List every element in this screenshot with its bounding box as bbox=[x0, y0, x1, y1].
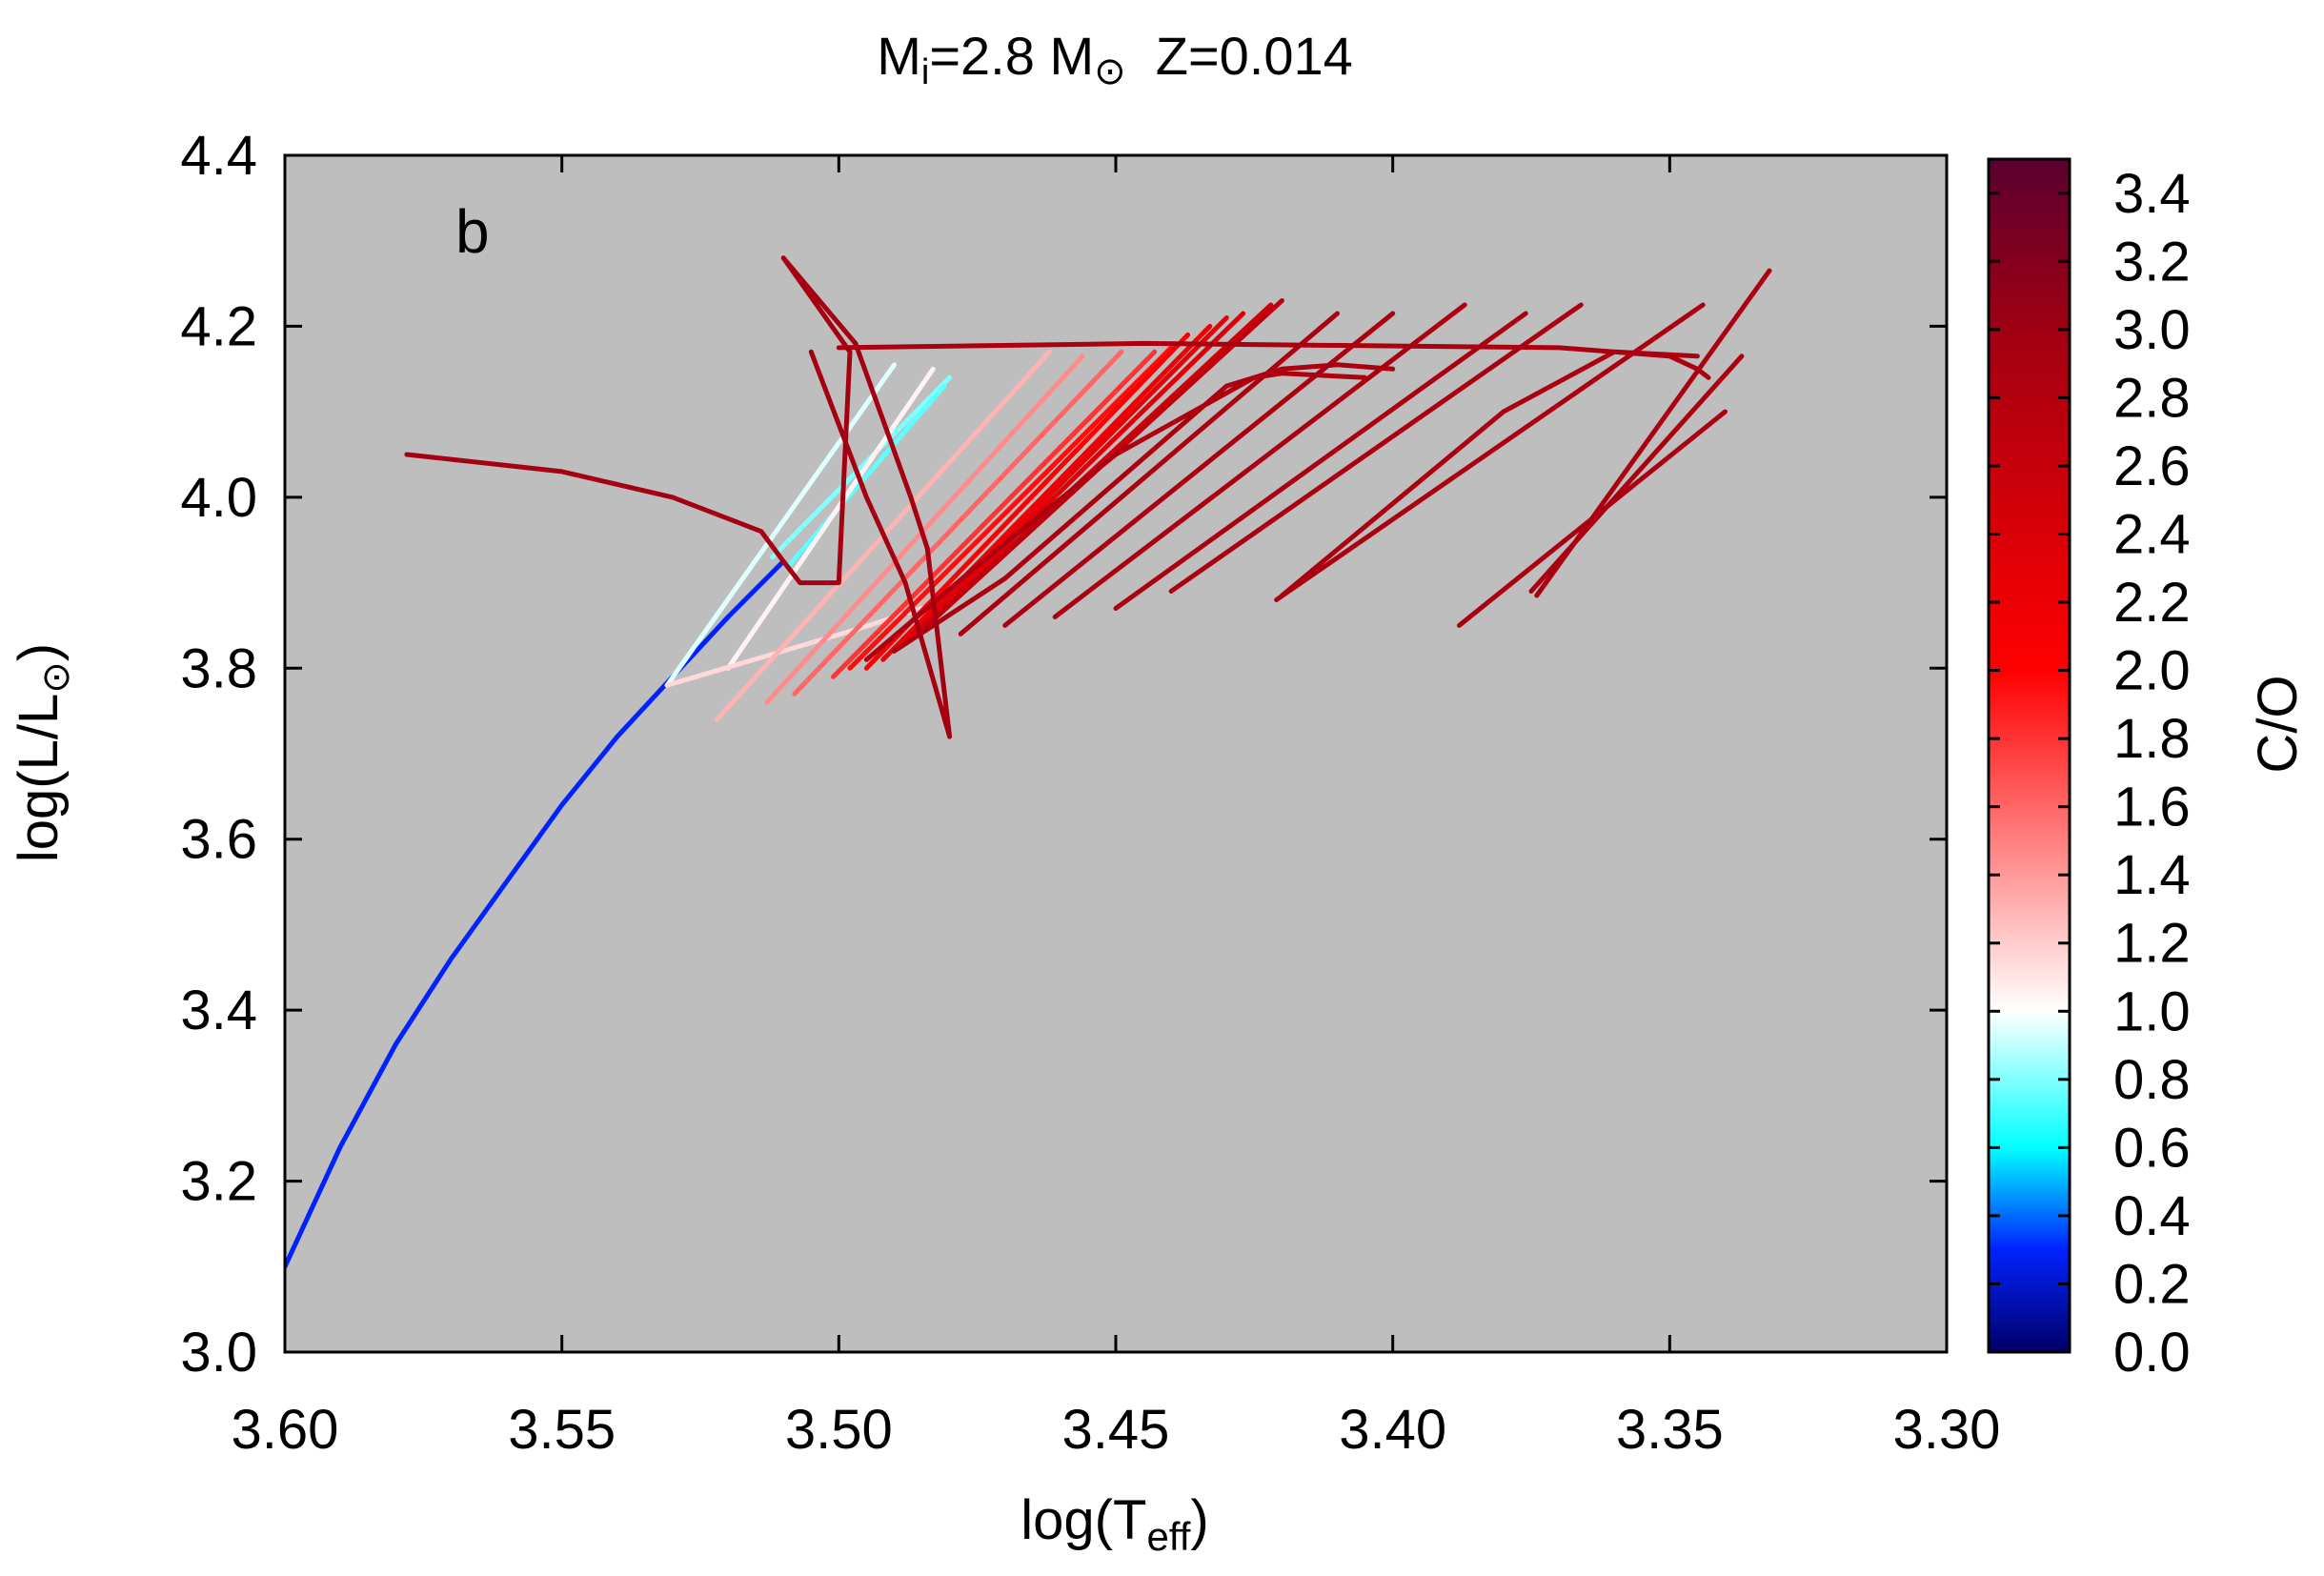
colorbar-tick-label: 2.0 bbox=[2113, 640, 2191, 702]
track-segment-1 bbox=[770, 374, 953, 560]
y-tick-label: 3.8 bbox=[180, 637, 257, 699]
y-axis-label: log(L/L⊙) bbox=[8, 643, 77, 862]
track-segment-8 bbox=[792, 349, 1124, 697]
track-segment-21 bbox=[1052, 302, 1467, 619]
x-tick-label: 3.60 bbox=[232, 1399, 339, 1461]
colorbar-tick-label: 1.4 bbox=[2113, 844, 2191, 906]
axis-ticks: 3.60 3.55 3.50 3.45 3.40 3.35 3.30 3.0 3.2 3.4 3.6… bbox=[180, 125, 2000, 1461]
x-tick-label: 3.55 bbox=[508, 1399, 616, 1461]
colorbar-tick-label: 2.2 bbox=[2113, 572, 2191, 634]
plot-area bbox=[285, 155, 1947, 1352]
track-segment-14 bbox=[902, 311, 1246, 645]
y-tick-label: 3.2 bbox=[180, 1151, 257, 1213]
x-tick-label: 3.45 bbox=[1062, 1399, 1170, 1461]
track-segment-19 bbox=[958, 311, 1340, 636]
colorbar-tick-label: 3.2 bbox=[2113, 231, 2191, 293]
colorbar-tick-label: 1.6 bbox=[2113, 777, 2191, 839]
colorbar-tick-label: 1.8 bbox=[2113, 708, 2191, 770]
x-tick-label: 3.40 bbox=[1339, 1399, 1446, 1461]
track-segment-4 bbox=[725, 366, 936, 671]
y-tick-label: 3.6 bbox=[180, 809, 257, 871]
y-tick-label: 4.2 bbox=[180, 295, 257, 357]
y-tick-label: 4.4 bbox=[180, 125, 257, 187]
track-segment-30 bbox=[404, 255, 953, 739]
colorbar-tick-label: 2.6 bbox=[2113, 435, 2191, 497]
track-segment-10 bbox=[847, 345, 1174, 671]
track-segment-2 bbox=[786, 383, 947, 569]
colorbar-tick-label: 0.2 bbox=[2113, 1253, 2191, 1315]
x-tick-label: 3.35 bbox=[1616, 1399, 1724, 1461]
x-tick-label: 3.50 bbox=[785, 1399, 893, 1461]
x-axis-label: log(Teff) bbox=[1021, 1489, 1208, 1559]
y-tick-label: 4.0 bbox=[180, 467, 257, 529]
colorbar-tick-label: 0.4 bbox=[2113, 1185, 2191, 1247]
track-segment-13 bbox=[892, 315, 1229, 654]
track-segment-20 bbox=[1002, 311, 1396, 628]
track-segment-23 bbox=[1168, 302, 1584, 594]
track-segment-3 bbox=[664, 362, 897, 688]
y-tick-label: 3.4 bbox=[180, 980, 257, 1041]
x-tick-label: 3.30 bbox=[1893, 1399, 2001, 1461]
colorbar-tick-label: 0.0 bbox=[2113, 1322, 2191, 1384]
track-segment-22 bbox=[1113, 311, 1528, 611]
track-segment-9 bbox=[831, 349, 1158, 679]
track-segment-18 bbox=[863, 371, 1368, 662]
colorbar-tick-label: 3.0 bbox=[2113, 299, 2191, 361]
colorbar-tick-label: 2.8 bbox=[2113, 367, 2191, 429]
panel-label: b bbox=[455, 197, 490, 266]
colorbar-ticks: 0.00.20.40.60.81.01.21.41.61.82.02.22.42… bbox=[1989, 163, 2191, 1384]
colorbar-tick-label: 1.0 bbox=[2113, 980, 2191, 1042]
colorbar-tick-label: 1.2 bbox=[2113, 913, 2191, 975]
y-tick-label: 3.0 bbox=[180, 1322, 257, 1384]
track-segment-12 bbox=[880, 323, 1213, 662]
track-segment-28 bbox=[1534, 268, 1772, 598]
chart-title: Mi=2.8 M⊙ Z=0.014 bbox=[877, 26, 1353, 92]
track-segment-7 bbox=[764, 354, 1085, 705]
colorbar-tick-label: 2.4 bbox=[2113, 503, 2191, 565]
colorbar-tick-label: 0.8 bbox=[2113, 1049, 2191, 1111]
colorbar-label: C/O bbox=[2247, 675, 2309, 773]
colorbar-tick-label: 0.6 bbox=[2113, 1117, 2191, 1179]
track-segment-0 bbox=[285, 558, 786, 1269]
colorbar-tick-label: 3.4 bbox=[2113, 163, 2191, 225]
series-layer bbox=[285, 255, 1772, 1269]
track-segment-29 bbox=[836, 340, 1711, 380]
colorbar bbox=[1987, 157, 2071, 1354]
